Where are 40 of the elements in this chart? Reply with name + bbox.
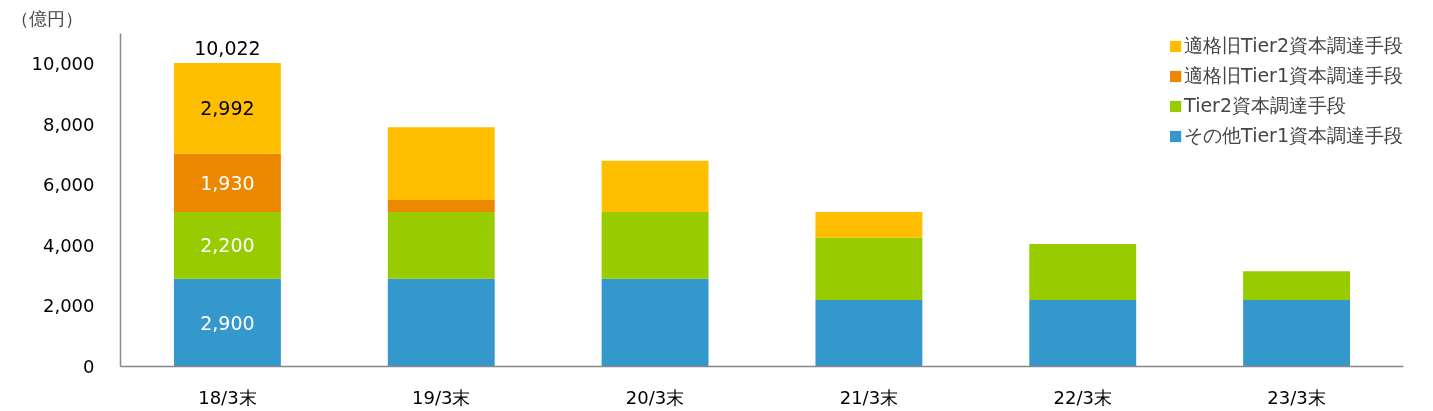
y-tick-label: 10,000	[31, 53, 95, 75]
bar	[1243, 271, 1351, 300]
data-label: 1,930	[200, 171, 255, 194]
bar	[173, 63, 281, 154]
legend-label: 適格旧Tier2資本調達手段	[1184, 33, 1403, 58]
legend-label: Tier2資本調達手段	[1184, 93, 1346, 118]
x-tick-label: 19/3末	[412, 386, 471, 408]
y-tick-label: 0	[83, 356, 95, 377]
data-label: 2,200	[200, 234, 255, 257]
bar	[387, 200, 495, 213]
y-axis-title: （億円）	[10, 7, 83, 29]
bar	[173, 278, 281, 367]
legend-label: その他Tier1資本調達手段	[1184, 123, 1403, 148]
bar	[815, 237, 923, 300]
bar	[815, 212, 923, 238]
bar	[601, 212, 709, 279]
y-tick-label: 6,000	[42, 174, 95, 196]
legend-label: 適格旧Tier1資本調達手段	[1184, 63, 1403, 88]
bar	[1029, 243, 1137, 300]
y-tick-label: 8,000	[42, 113, 95, 135]
bar	[387, 278, 495, 367]
bar	[1029, 299, 1137, 367]
bar	[173, 212, 281, 279]
total-label: 10,022	[194, 37, 261, 60]
x-tick-label: 18/3末	[198, 386, 257, 408]
bar	[601, 160, 709, 213]
bar	[601, 278, 709, 367]
bar	[173, 153, 281, 213]
y-tick-label: 2,000	[42, 295, 95, 317]
bar	[815, 299, 923, 367]
data-label: 2,900	[200, 311, 255, 334]
bar	[1243, 299, 1351, 367]
x-tick-label: 20/3末	[625, 386, 685, 408]
data-label: 2,992	[200, 97, 255, 120]
bar	[387, 212, 495, 279]
y-tick-label: 4,000	[42, 234, 95, 256]
x-tick-label: 21/3末	[839, 386, 899, 408]
bar	[387, 127, 495, 200]
x-tick-label: 22/3末	[1053, 386, 1112, 408]
x-tick-label: 23/3末	[1267, 386, 1326, 408]
